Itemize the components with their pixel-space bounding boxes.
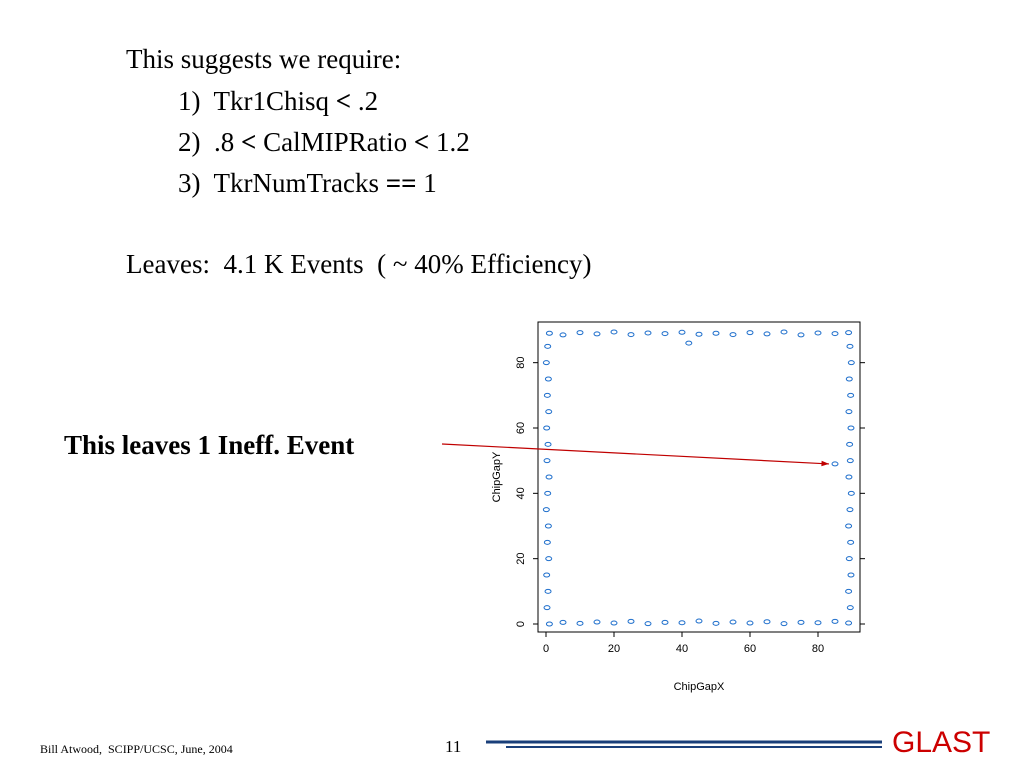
data-point — [780, 329, 788, 335]
intro-text: This suggests we require: — [126, 44, 402, 74]
data-point — [845, 523, 853, 529]
data-point — [712, 330, 720, 336]
data-point — [543, 539, 551, 545]
data-point — [695, 618, 703, 624]
data-point — [847, 572, 855, 578]
leaves-text: Leaves: 4.1 K Events ( ~ 40% Efficiency) — [126, 249, 592, 279]
data-point — [610, 620, 618, 626]
data-point — [846, 507, 854, 513]
data-point — [545, 556, 553, 562]
x-tick-label: 20 — [608, 643, 620, 655]
data-point — [593, 619, 601, 625]
data-point — [831, 618, 839, 624]
y-tick-label: 80 — [515, 357, 527, 369]
data-point — [559, 332, 567, 338]
requirement-1: 1) Tkr1Chisq < .2 — [178, 86, 379, 116]
data-point — [627, 332, 635, 338]
data-point — [814, 620, 822, 626]
data-point — [846, 458, 854, 464]
data-point — [685, 340, 693, 346]
y-tick-label: 20 — [515, 553, 527, 565]
data-point — [610, 329, 618, 335]
data-point — [845, 588, 853, 594]
y-axis-label: ChipGapY — [491, 451, 503, 502]
data-point — [543, 572, 551, 578]
x-axis-label: ChipGapX — [674, 681, 725, 693]
data-point — [729, 332, 737, 338]
data-point — [797, 332, 805, 338]
data-point — [545, 474, 553, 480]
callout-text: This leaves 1 Ineff. Event — [64, 430, 355, 460]
data-point — [780, 621, 788, 627]
data-point — [544, 441, 552, 447]
data-point — [544, 523, 552, 529]
requirement-3: 3) TkrNumTracks == 1 — [178, 168, 437, 198]
data-point — [545, 330, 553, 336]
data-point — [544, 343, 552, 349]
data-point — [543, 392, 551, 398]
data-point — [644, 330, 652, 336]
data-point — [543, 605, 551, 611]
data-point — [797, 619, 805, 625]
data-point — [746, 330, 754, 336]
data-point — [831, 461, 839, 467]
x-tick-label: 80 — [812, 643, 824, 655]
data-point — [846, 343, 854, 349]
data-point — [845, 474, 853, 480]
data-point — [695, 331, 703, 337]
data-point — [545, 409, 553, 415]
data-point — [831, 331, 839, 337]
plot-frame — [537, 321, 861, 633]
data-point — [763, 619, 771, 625]
data-point — [544, 490, 552, 496]
data-point — [559, 619, 567, 625]
data-point — [847, 425, 855, 431]
page-number: 11 — [445, 737, 462, 756]
data-point — [845, 556, 853, 562]
data-point — [544, 588, 552, 594]
data-point — [847, 360, 855, 366]
data-point — [845, 409, 853, 415]
data-point — [847, 539, 855, 545]
data-point — [576, 330, 584, 336]
data-point — [814, 330, 822, 336]
data-point — [846, 605, 854, 611]
data-point — [678, 329, 686, 335]
data-point — [543, 458, 551, 464]
data-point — [661, 619, 669, 625]
data-point — [543, 425, 551, 431]
y-tick-label: 60 — [515, 422, 527, 434]
footer-divider — [486, 740, 882, 748]
y-tick-label: 0 — [515, 621, 527, 627]
data-point — [544, 376, 552, 382]
scatter-plot: 0 20 40 60 80 0 20 40 60 80 ChipGapX ChipGapY — [491, 321, 865, 693]
glast-logo: GLAST — [892, 726, 991, 759]
data-point — [545, 621, 553, 627]
x-tick-label: 40 — [676, 643, 688, 655]
data-point — [847, 490, 855, 496]
data-point — [593, 331, 601, 337]
data-point — [845, 620, 853, 626]
footer-author: Bill Atwood, SCIPP/UCSC, June, 2004 — [40, 742, 233, 756]
data-point — [729, 619, 737, 625]
data-point — [746, 620, 754, 626]
data-point — [712, 620, 720, 626]
data-point — [763, 331, 771, 337]
data-point — [661, 331, 669, 337]
y-tick-label: 40 — [515, 487, 527, 499]
data-point — [576, 620, 584, 626]
data-point — [542, 507, 550, 513]
data-point — [627, 618, 635, 624]
data-point — [845, 330, 853, 336]
data-point — [542, 360, 550, 366]
x-tick-label: 60 — [744, 643, 756, 655]
data-point — [644, 621, 652, 627]
requirement-2: 2) .8 < CalMIPRatio < 1.2 — [178, 127, 470, 157]
data-point — [846, 441, 854, 447]
data-point — [678, 620, 686, 626]
data-point — [845, 376, 853, 382]
data-point — [847, 392, 855, 398]
x-tick-label: 0 — [543, 643, 549, 655]
